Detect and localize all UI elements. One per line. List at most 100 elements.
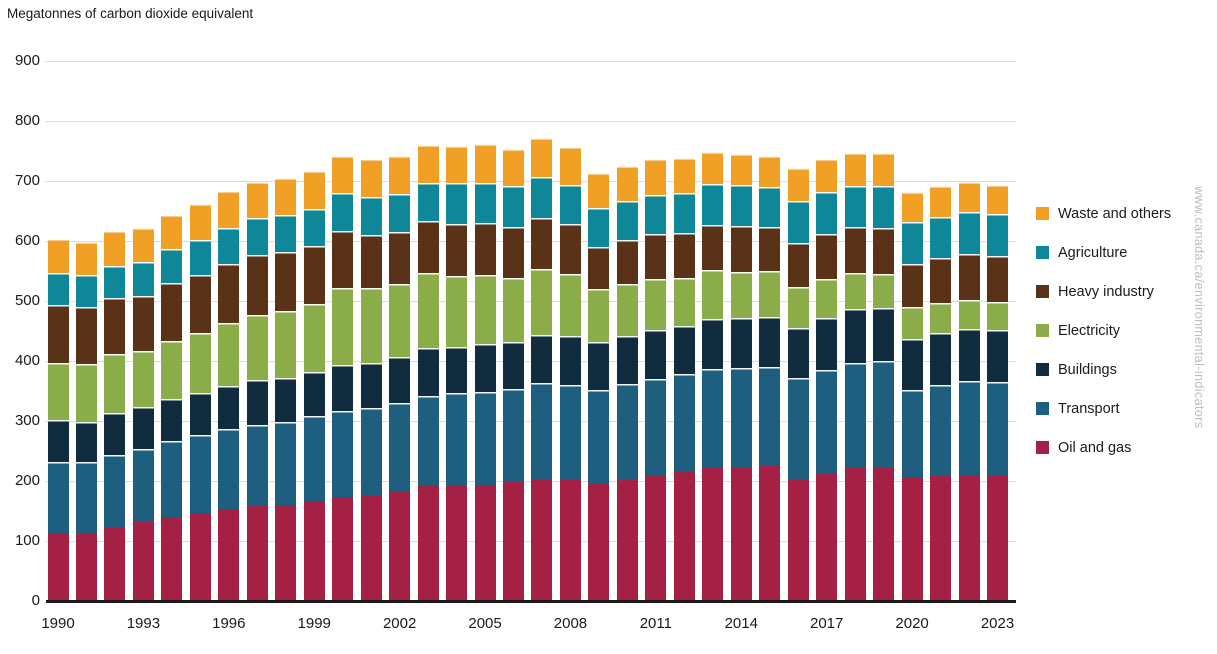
- bar-segment-transport-2013: [702, 368, 724, 469]
- bar-segment-oil-and-gas-2002: [389, 491, 411, 601]
- bar-segment-oil-and-gas-1993: [132, 522, 154, 601]
- legend-item-buildings: Buildings: [1036, 350, 1171, 389]
- bar-2007: [531, 0, 553, 601]
- y-axis-label-900: 900: [14, 52, 40, 69]
- bar-segment-buildings-2018: [844, 308, 866, 363]
- bar-segment-waste-and-others-2000: [332, 156, 354, 193]
- bar-segment-buildings-2006: [503, 342, 525, 389]
- bar-segment-waste-and-others-2022: [958, 182, 980, 213]
- bar-segment-waste-and-others-1991: [75, 242, 97, 276]
- bar-segment-heavy-industry-2009: [588, 247, 610, 289]
- bar-segment-agriculture-2005: [474, 182, 496, 223]
- bar-segment-electricity-2017: [816, 278, 838, 318]
- x-axis-label-1996: 1996: [212, 615, 246, 632]
- bar-1993: [132, 0, 154, 601]
- y-axis-label-100: 100: [14, 532, 40, 549]
- bar-segment-heavy-industry-2015: [759, 227, 781, 271]
- bar-segment-transport-1991: [75, 462, 97, 533]
- bar-segment-oil-and-gas-1996: [218, 509, 240, 601]
- bar-segment-agriculture-1993: [132, 262, 154, 296]
- bar-segment-transport-1999: [303, 416, 325, 502]
- bar-segment-transport-2004: [446, 393, 468, 486]
- bar-segment-transport-2008: [559, 385, 581, 481]
- bar-1991: [75, 0, 97, 601]
- bar-segment-buildings-1991: [75, 421, 97, 463]
- bar-segment-oil-and-gas-1997: [246, 506, 268, 601]
- legend-swatch-buildings: [1036, 363, 1049, 376]
- bar-segment-heavy-industry-2003: [417, 221, 439, 273]
- bar-segment-buildings-2008: [559, 335, 581, 385]
- bar-segment-waste-and-others-2021: [930, 186, 952, 217]
- bar-segment-electricity-1993: [132, 350, 154, 408]
- bar-segment-heavy-industry-2004: [446, 223, 468, 277]
- bar-segment-electricity-2008: [559, 274, 581, 336]
- bar-1999: [303, 0, 325, 601]
- bar-segment-waste-and-others-2002: [389, 156, 411, 194]
- bar-segment-transport-1995: [189, 435, 211, 514]
- bar-segment-transport-2001: [360, 408, 382, 495]
- bar-segment-waste-and-others-2010: [616, 166, 638, 202]
- gridline-400: [45, 361, 1016, 362]
- bar-segment-buildings-2012: [673, 326, 695, 375]
- bar-segment-buildings-2013: [702, 319, 724, 369]
- bar-segment-transport-1990: [47, 461, 69, 534]
- bar-segment-oil-and-gas-2003: [417, 486, 439, 601]
- bar-segment-heavy-industry-2007: [531, 217, 553, 269]
- bar-segment-waste-and-others-1996: [218, 190, 240, 228]
- bar-segment-waste-and-others-1993: [132, 228, 154, 262]
- bar-2019: [873, 0, 895, 601]
- bar-segment-agriculture-2015: [759, 187, 781, 228]
- bar-segment-buildings-2019: [873, 308, 895, 361]
- bar-segment-buildings-2003: [417, 348, 439, 396]
- bar-segment-heavy-industry-2022: [958, 254, 980, 301]
- bar-segment-transport-2018: [844, 362, 866, 468]
- bar-segment-heavy-industry-2001: [360, 235, 382, 288]
- bar-segment-waste-and-others-2012: [673, 158, 695, 193]
- bar-2018: [844, 0, 866, 601]
- bar-segment-waste-and-others-2007: [531, 138, 553, 177]
- bar-2010: [616, 0, 638, 601]
- bar-segment-agriculture-2007: [531, 176, 553, 218]
- bar-segment-heavy-industry-2017: [816, 233, 838, 279]
- bar-segment-waste-and-others-2015: [759, 156, 781, 187]
- bar-segment-electricity-2018: [844, 273, 866, 309]
- bar-segment-transport-2010: [616, 383, 638, 480]
- bar-segment-heavy-industry-2013: [702, 224, 724, 270]
- legend-label: Oil and gas: [1058, 439, 1132, 456]
- bar-segment-electricity-2013: [702, 269, 724, 319]
- bar-1992: [104, 0, 126, 601]
- bar-2014: [730, 0, 752, 601]
- bar-2013: [702, 0, 724, 601]
- bar-segment-electricity-2021: [930, 302, 952, 334]
- bar-segment-oil-and-gas-1998: [275, 505, 297, 601]
- bar-segment-buildings-2001: [360, 362, 382, 409]
- y-axis-label-400: 400: [14, 352, 40, 369]
- bar-segment-oil-and-gas-1994: [161, 517, 183, 601]
- x-axis-label-2014: 2014: [724, 615, 758, 632]
- bar-segment-agriculture-2011: [645, 194, 667, 234]
- bar-segment-buildings-2000: [332, 364, 354, 411]
- bar-segment-oil-and-gas-2007: [531, 478, 553, 601]
- bar-segment-agriculture-2017: [816, 192, 838, 234]
- watermark: www.canada.ca/environmental-indicators: [1192, 186, 1206, 429]
- bar-segment-agriculture-1991: [75, 275, 97, 307]
- legend-label: Transport: [1058, 400, 1120, 417]
- bar-segment-oil-and-gas-2017: [816, 473, 838, 601]
- y-axis-label-0: 0: [31, 592, 40, 609]
- bar-segment-waste-and-others-2001: [360, 159, 382, 198]
- bar-segment-electricity-2009: [588, 289, 610, 343]
- bar-segment-oil-and-gas-2008: [559, 480, 581, 601]
- bar-2003: [417, 0, 439, 601]
- bar-segment-agriculture-2021: [930, 217, 952, 259]
- bar-segment-waste-and-others-2017: [816, 159, 838, 193]
- bar-segment-transport-1997: [246, 424, 268, 507]
- legend-swatch-waste-and-others: [1036, 207, 1049, 220]
- bar-segment-heavy-industry-1996: [218, 263, 240, 323]
- bar-2008: [559, 0, 581, 601]
- bar-segment-waste-and-others-1997: [246, 181, 268, 219]
- bar-segment-oil-and-gas-2009: [588, 483, 610, 601]
- bar-segment-oil-and-gas-2019: [873, 466, 895, 601]
- legend-swatch-heavy-industry: [1036, 285, 1049, 298]
- bar-segment-agriculture-2006: [503, 186, 525, 227]
